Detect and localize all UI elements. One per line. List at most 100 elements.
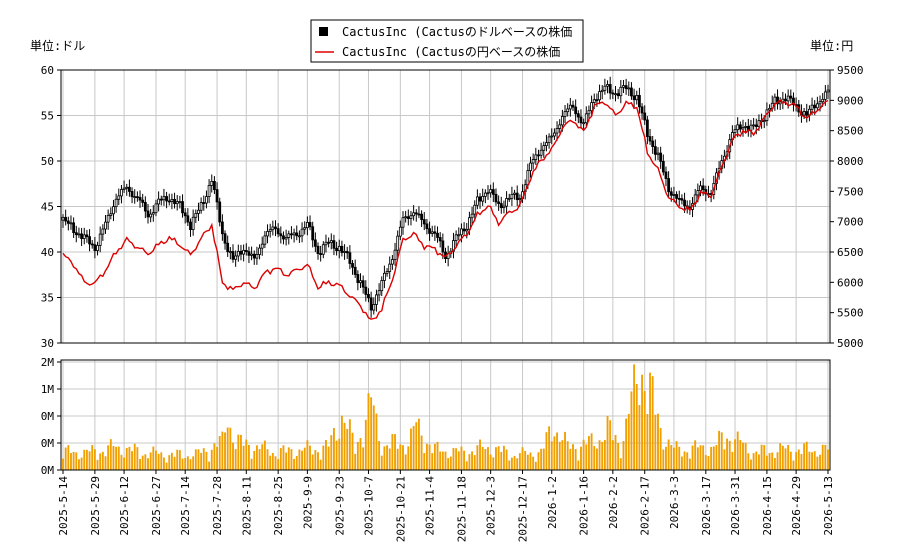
volume-bar xyxy=(117,446,120,470)
volume-bar xyxy=(734,439,736,470)
volume-bar xyxy=(638,405,641,470)
candle-body xyxy=(228,251,232,253)
volume-bar xyxy=(282,445,285,470)
candle-body xyxy=(207,185,211,198)
candle-body xyxy=(316,245,320,254)
volume-bar xyxy=(351,432,354,470)
volume-bar xyxy=(163,457,165,470)
left-tick-label: 30 xyxy=(41,337,54,350)
volume-bar xyxy=(524,450,527,470)
candle-body xyxy=(566,108,570,113)
candle-body xyxy=(149,213,153,218)
volume-bar xyxy=(667,439,670,470)
candle-body xyxy=(181,201,184,214)
left-tick-label: 40 xyxy=(41,246,54,259)
candle-body xyxy=(260,243,264,249)
volume-bar xyxy=(492,457,495,470)
candle-body xyxy=(327,241,331,244)
volume-bar xyxy=(510,457,513,470)
candle-body xyxy=(385,271,389,274)
candle-body xyxy=(821,98,825,103)
volume-bar xyxy=(428,444,431,470)
candle-body xyxy=(754,124,758,127)
candle-body xyxy=(672,194,676,196)
volume-bar xyxy=(85,449,88,470)
volume-bar xyxy=(125,447,128,470)
legend: CactusInc (Cactusのドルベースの株価 CactusInc (Ca… xyxy=(310,19,584,63)
candle-body xyxy=(218,201,222,223)
volume-bar xyxy=(500,451,503,470)
candle-body xyxy=(77,233,81,236)
candle-body xyxy=(359,280,362,284)
volume-bar xyxy=(696,447,699,470)
candle-body xyxy=(632,95,636,101)
volume-bar xyxy=(226,427,229,470)
volume-bar xyxy=(370,397,373,470)
volume-bar xyxy=(736,431,739,470)
candle-body xyxy=(539,149,543,156)
candle-body xyxy=(321,244,325,255)
volume-bar xyxy=(170,452,173,470)
candle-body xyxy=(584,113,588,124)
volume-bar xyxy=(715,445,718,470)
volume-bar xyxy=(208,461,211,470)
right-tick-label: 7000 xyxy=(837,216,864,229)
candle-body xyxy=(303,227,307,230)
volume-bar xyxy=(827,449,829,470)
volume-bar xyxy=(104,456,107,470)
volume-bar xyxy=(808,451,811,470)
x-tick-label: 2026-1-2 xyxy=(546,476,559,529)
volume-bar xyxy=(253,451,256,470)
candle-body xyxy=(475,196,479,206)
volume-bar xyxy=(258,449,261,470)
candle-body xyxy=(473,204,477,215)
volume-bar xyxy=(797,449,800,470)
volume-bar xyxy=(606,416,609,470)
candle-body xyxy=(420,213,423,220)
candle-body xyxy=(752,124,756,127)
volume-bar xyxy=(152,446,155,470)
volume-bar xyxy=(537,452,540,470)
volume-bar xyxy=(659,428,662,470)
right-tick-label: 9000 xyxy=(837,94,864,107)
volume-bar xyxy=(157,453,160,470)
volume-bar xyxy=(359,438,362,470)
candle-body xyxy=(64,216,68,222)
volume-bar xyxy=(354,453,357,470)
volume-bar xyxy=(720,432,723,470)
candle-body xyxy=(276,228,280,235)
legend-usd-swatch xyxy=(319,27,328,36)
volume-bar xyxy=(521,447,524,470)
volume-bar xyxy=(553,436,556,470)
volume-bar xyxy=(383,446,386,470)
candle-body xyxy=(768,107,771,111)
candle-body xyxy=(298,235,301,238)
volume-bar xyxy=(646,413,649,470)
candle-body xyxy=(606,84,609,87)
volume-bar xyxy=(109,439,112,470)
left-tick-label: 60 xyxy=(41,64,54,77)
volume-bar xyxy=(643,391,646,470)
candle-body xyxy=(627,87,631,90)
volume-bar xyxy=(609,420,612,470)
volume-bar xyxy=(189,459,192,470)
candle-body xyxy=(542,145,546,151)
candle-body xyxy=(340,245,344,253)
candle-body xyxy=(335,247,338,252)
volume-tick-label: 1M xyxy=(41,383,55,396)
candle-body xyxy=(88,236,91,245)
candle-body xyxy=(815,103,819,109)
volume-bar xyxy=(752,453,755,470)
volume-bar xyxy=(487,447,489,470)
volume-bar xyxy=(269,455,272,470)
candle-body xyxy=(151,212,155,215)
volume-bar xyxy=(80,457,83,470)
volume-bar xyxy=(758,454,760,470)
candle-body xyxy=(255,254,259,259)
volume-bar xyxy=(595,448,598,470)
volume-bar xyxy=(96,459,99,470)
volume-bar xyxy=(372,405,375,470)
volume-bar xyxy=(407,446,410,470)
candle-body xyxy=(422,219,426,225)
volume-bar xyxy=(240,434,242,470)
